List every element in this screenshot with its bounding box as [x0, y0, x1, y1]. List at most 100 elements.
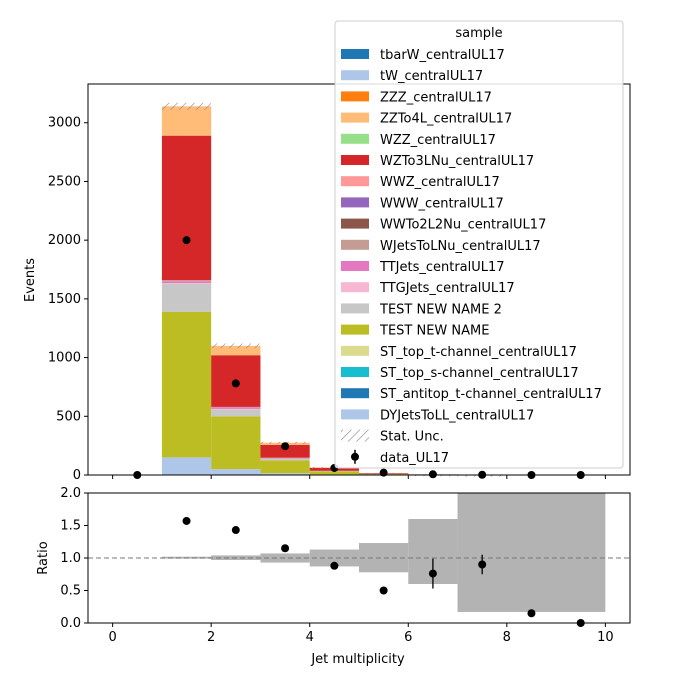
ratio-y-ticks: 0.0 0.5 1.0 1.5 2.0 [60, 486, 88, 631]
legend-swatch [341, 197, 369, 208]
bar-segment [260, 460, 310, 474]
ratio-point [379, 586, 388, 595]
main-plot-panel: 0 500 1000 1500 2000 2500 3000 Events [23, 83, 631, 483]
legend: sample tbarW_centralUL17 tW_centralUL17 ZZ… [334, 20, 624, 469]
ratio-x-tick-label: 8 [503, 630, 511, 645]
legend-swatch [341, 303, 369, 314]
bar-segment [260, 444, 310, 458]
legend-label: TEST NEW NAME 2 [379, 302, 502, 317]
bar-segment [161, 135, 212, 281]
legend-label: data_UL17 [380, 451, 449, 466]
ratio-x-ticks: 0 2 4 6 8 10 [108, 623, 614, 645]
legend-label: tbarW_centralUL17 [380, 48, 505, 63]
main-y-ticks: 0 500 1000 1500 2000 2500 3000 [48, 116, 88, 483]
ratio-points [182, 516, 585, 627]
legend-swatch [341, 261, 369, 271]
legend-frame [334, 20, 624, 469]
legend-label: WZTo3LNu_centralUL17 [380, 154, 534, 169]
legend-swatch [341, 409, 369, 420]
ratio-x-tick-label: 10 [597, 630, 614, 645]
bar-segment [211, 409, 261, 417]
legend-label: TTGJets_centralUL17 [379, 281, 515, 296]
legend-label: WWZ_centralUL17 [380, 175, 500, 190]
legend-label: WWW_centralUL17 [380, 196, 504, 211]
bar-segment [161, 311, 212, 458]
legend-label: WWTo2L2Nu_centralUL17 [380, 218, 546, 233]
bar-segment [161, 280, 212, 282]
legend-swatch [341, 91, 369, 102]
ratio-unc-band [161, 493, 606, 612]
data-point [428, 470, 437, 479]
legend-label: WJetsToLNu_centralUL17 [380, 239, 541, 254]
ratio-unc-segment [457, 493, 606, 612]
y-tick-label: 2500 [48, 174, 81, 189]
data-point [231, 379, 240, 388]
legend-swatch [341, 176, 369, 187]
legend-label: ST_top_t-channel_centralUL17 [380, 345, 577, 360]
ratio-y-tick-label: 2.0 [60, 486, 81, 501]
legend-swatch [341, 112, 369, 123]
ratio-y-tick-label: 1.0 [60, 551, 81, 566]
ratio-point [281, 544, 290, 553]
bar-segment [161, 283, 212, 284]
legend-label: ST_antitop_t-channel_centralUL17 [380, 387, 602, 402]
ratio-x-tick-label: 2 [207, 630, 215, 645]
y-tick-label: 500 [56, 409, 81, 424]
ratio-point [231, 526, 240, 535]
legend-swatch [341, 367, 369, 377]
ratio-unc-segment [309, 549, 359, 567]
legend-label: DYJetsToLL_centralUL17 [380, 408, 534, 423]
ratio-plot-panel: 0.0 0.5 1.0 1.5 2.0 0 2 4 6 8 10 Ratio Jet multip… [36, 486, 631, 667]
x-axis-label: Jet multiplicity [310, 652, 405, 667]
ratio-x-tick-label: 4 [306, 630, 314, 645]
legend-swatch [341, 345, 369, 356]
ratio-point [478, 560, 487, 569]
data-point [281, 442, 290, 451]
stacked-bars [161, 106, 507, 475]
legend-title: sample [455, 26, 502, 41]
stat-unc-band [161, 102, 212, 110]
y-tick-label: 3000 [48, 116, 81, 131]
legend-swatch [341, 388, 369, 399]
bar-segment [309, 471, 359, 475]
ratio-y-tick-label: 0.0 [60, 616, 81, 631]
legend-label: Stat. Unc. [380, 430, 444, 445]
legend-swatch [341, 218, 369, 229]
ratio-y-tick-label: 1.5 [60, 519, 81, 534]
ratio-x-tick-label: 0 [108, 630, 116, 645]
data-point [182, 236, 191, 245]
y-tick-label: 1500 [48, 292, 81, 307]
legend-swatch [341, 133, 369, 144]
bar-segment [260, 458, 310, 461]
y-tick-label: 1000 [48, 351, 81, 366]
y-tick-label: 0 [73, 468, 81, 483]
legend-label: tW_centralUL17 [380, 69, 483, 84]
legend-swatch [341, 49, 369, 59]
legend-items: tbarW_centralUL17 tW_centralUL17 ZZZ_centr… [341, 48, 602, 466]
legend-swatch [341, 70, 369, 81]
legend-label: WZZ_centralUL17 [380, 133, 496, 148]
bar-segment [211, 416, 261, 470]
ratio-point [330, 561, 339, 570]
legend-label: TTJets_centralUL17 [379, 260, 505, 275]
legend-swatch [341, 324, 369, 335]
bar-segment [161, 283, 212, 312]
bar-segment [161, 281, 212, 284]
ratio-point [182, 516, 191, 525]
legend-label: ZZZ_centralUL17 [380, 90, 492, 105]
ratio-point [428, 569, 437, 578]
main-x-ticks [112, 475, 606, 479]
legend-swatch [341, 155, 369, 165]
y-tick-label: 2000 [48, 233, 81, 248]
bar-segment [211, 407, 261, 409]
legend-label: ZZTo4L_centralUL17 [380, 112, 512, 127]
legend-marker [351, 452, 359, 461]
bar-segment [211, 345, 261, 356]
ratio-x-tick-label: 6 [404, 630, 412, 645]
ratio-y-tick-label: 0.5 [60, 584, 81, 599]
stat-unc-band [211, 343, 261, 349]
legend-swatch-hatch [341, 429, 369, 442]
bar-segment [260, 473, 310, 475]
main-y-axis-label: Events [23, 258, 38, 302]
ratio-point [527, 609, 536, 618]
